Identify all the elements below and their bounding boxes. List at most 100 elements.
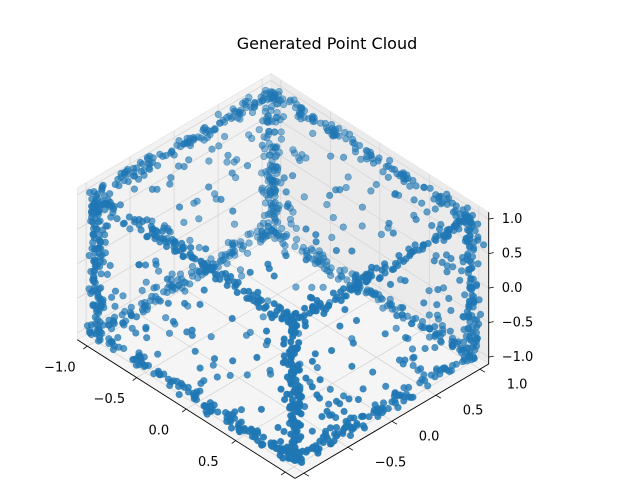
- data-point: [269, 228, 278, 236]
- data-point: [243, 162, 252, 170]
- data-point: [235, 420, 243, 428]
- data-point: [163, 288, 171, 297]
- data-point: [196, 300, 204, 309]
- data-point: [223, 281, 231, 290]
- data-point: [289, 208, 297, 216]
- data-point: [326, 191, 334, 199]
- data-point: [262, 327, 271, 335]
- data-point: [341, 306, 349, 314]
- data-point: [443, 195, 451, 204]
- data-point: [475, 296, 483, 304]
- data-point: [91, 313, 99, 321]
- data-point: [96, 301, 105, 309]
- data-point: [117, 169, 125, 178]
- y-tick-mark: [347, 446, 354, 451]
- data-point: [473, 316, 481, 324]
- data-point: [208, 145, 216, 153]
- data-point: [412, 215, 420, 224]
- data-point: [195, 268, 203, 276]
- data-point: [468, 291, 476, 299]
- data-point: [471, 335, 480, 343]
- z-tick-mark: [488, 321, 494, 323]
- data-point: [259, 433, 268, 441]
- data-point: [266, 189, 275, 197]
- data-point: [464, 238, 472, 246]
- data-point: [463, 349, 471, 357]
- data-point: [328, 233, 336, 241]
- data-point: [200, 286, 208, 294]
- z-tick-mark: [488, 217, 494, 220]
- x-tick-mark: [231, 440, 236, 444]
- data-point: [281, 242, 289, 250]
- y-tick-label: −0.5: [375, 456, 407, 471]
- y-tick-label: 1.0: [507, 378, 528, 393]
- data-point: [251, 433, 259, 441]
- data-point: [469, 303, 477, 311]
- data-point: [216, 119, 224, 127]
- data-point: [292, 224, 300, 232]
- data-point: [473, 323, 481, 331]
- data-point: [94, 291, 102, 299]
- data-point: [140, 171, 148, 179]
- data-point: [474, 236, 482, 244]
- data-point: [329, 214, 337, 222]
- data-point: [437, 338, 445, 346]
- data-point: [386, 280, 395, 289]
- data-point: [203, 126, 212, 134]
- data-point: [159, 152, 167, 160]
- x-tick-mark: [82, 345, 88, 350]
- data-point: [344, 173, 352, 181]
- data-point: [302, 225, 310, 233]
- data-point: [236, 266, 245, 274]
- x-tick-mark: [280, 471, 286, 476]
- data-point: [376, 274, 384, 282]
- data-point: [332, 424, 341, 432]
- data-point: [367, 187, 375, 195]
- data-point: [408, 319, 416, 328]
- data-point: [277, 135, 286, 143]
- data-point: [166, 381, 174, 390]
- data-point: [95, 244, 103, 252]
- data-point: [312, 238, 320, 246]
- data-point: [132, 313, 141, 321]
- data-point: [262, 199, 270, 207]
- data-point: [354, 288, 362, 296]
- data-point: [377, 294, 385, 302]
- data-point: [237, 406, 245, 414]
- data-point: [308, 427, 316, 435]
- data-point: [223, 260, 231, 268]
- data-point: [224, 151, 232, 159]
- data-point: [207, 333, 215, 341]
- data-point: [187, 244, 195, 252]
- data-point: [101, 249, 109, 257]
- data-point: [410, 353, 418, 361]
- data-point: [138, 286, 146, 295]
- data-point: [164, 299, 172, 307]
- data-point: [409, 361, 417, 370]
- data-point: [385, 219, 393, 227]
- data-point: [228, 314, 236, 323]
- data-point: [431, 235, 439, 243]
- data-point: [130, 185, 138, 193]
- y-tick-mark: [479, 368, 486, 373]
- data-point: [342, 184, 350, 192]
- data-point: [332, 397, 341, 405]
- data-point: [469, 329, 477, 337]
- z-tick-mark: [488, 252, 494, 254]
- data-point: [466, 283, 475, 291]
- data-point: [326, 424, 335, 432]
- data-point: [412, 182, 420, 190]
- data-point: [167, 174, 175, 182]
- data-point: [392, 324, 400, 332]
- data-point: [251, 101, 259, 109]
- data-point: [381, 263, 389, 271]
- data-point: [217, 257, 225, 265]
- data-point: [421, 344, 429, 353]
- data-point: [229, 207, 237, 215]
- gridline-y-floor: [85, 334, 305, 474]
- data-point: [417, 365, 425, 373]
- data-point: [238, 272, 246, 280]
- data-point: [288, 360, 296, 368]
- data-point: [294, 408, 302, 416]
- data-point: [142, 323, 150, 331]
